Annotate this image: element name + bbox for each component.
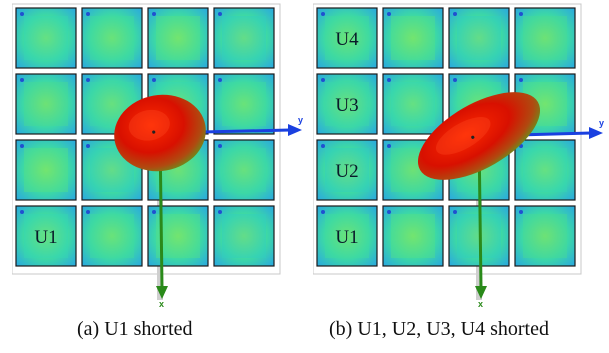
x-axis-label: x xyxy=(159,299,164,309)
array-cell xyxy=(514,205,576,267)
array-cell: U1 xyxy=(316,205,378,267)
cell-label: U2 xyxy=(335,161,358,182)
array-cell xyxy=(382,73,444,135)
panel-a: U1 y x xyxy=(12,0,312,310)
radiation-lobe xyxy=(417,92,541,180)
caption-b: (b) U1, U2, U3, U4 shorted xyxy=(329,318,549,340)
array-cell xyxy=(81,205,143,267)
cell-label: U1 xyxy=(335,227,358,248)
array-cell: U1 xyxy=(15,205,77,267)
cell-label: U3 xyxy=(335,95,358,116)
cell-label: U4 xyxy=(335,29,359,50)
array-cell xyxy=(514,7,576,69)
array-cell xyxy=(15,73,77,135)
array-cell xyxy=(382,205,444,267)
panel-b-figure: U4 U3 U2 U1 y x xyxy=(313,3,604,309)
array-cell xyxy=(147,205,209,267)
array-cell: U3 xyxy=(316,73,378,135)
y-axis-label: y xyxy=(599,118,604,128)
panel-b: U4 U3 U2 U1 y x xyxy=(313,0,609,310)
array-cell xyxy=(213,73,275,135)
panel-a-figure: U1 y x xyxy=(12,3,303,309)
radiation-lobe xyxy=(114,94,206,172)
caption-a: (a) U1 shorted xyxy=(77,318,193,340)
array-cell xyxy=(147,7,209,69)
array-cell xyxy=(213,205,275,267)
cell-label: U1 xyxy=(34,227,57,248)
array-cell xyxy=(213,139,275,201)
x-axis-label: x xyxy=(478,299,483,309)
array-cell xyxy=(15,139,77,201)
array-frame xyxy=(313,3,582,275)
array-cell xyxy=(81,7,143,69)
y-axis-label: y xyxy=(298,115,303,125)
array-cell xyxy=(213,7,275,69)
array-cell: U2 xyxy=(316,139,378,201)
array-cell xyxy=(15,7,77,69)
array-cell xyxy=(382,7,444,69)
array-cell xyxy=(514,139,576,201)
array-cell xyxy=(448,7,510,69)
array-frame xyxy=(12,3,281,275)
array-cell: U4 xyxy=(316,7,378,69)
